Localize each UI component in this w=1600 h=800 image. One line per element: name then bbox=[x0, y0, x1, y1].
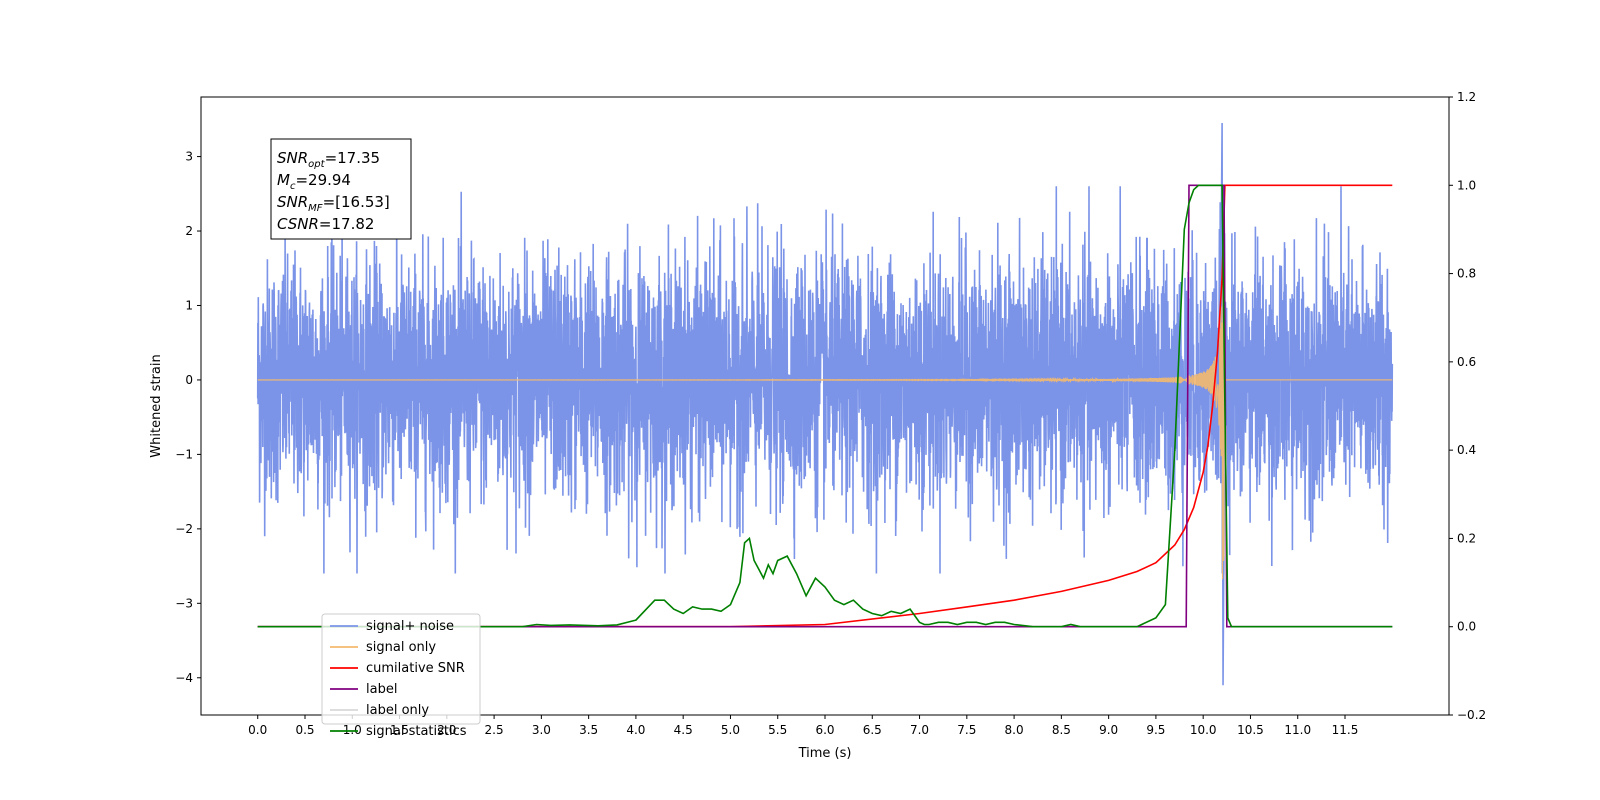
series-line-signal-statistics bbox=[257, 184, 1393, 628]
y-right-tick-label: 1.0 bbox=[1457, 178, 1476, 192]
x-tick-label: 9.5 bbox=[1146, 723, 1165, 737]
x-tick-label: 3.5 bbox=[579, 723, 598, 737]
y-right-tick-label: 1.2 bbox=[1457, 90, 1476, 104]
x-tick-label: 0.0 bbox=[248, 723, 267, 737]
x-tick-label: 1.0 bbox=[343, 723, 362, 737]
legend: signal+ noise signal only cumilative SNR la… bbox=[321, 613, 481, 739]
x-tick-label: 6.0 bbox=[815, 723, 834, 737]
x-tick-label: 5.5 bbox=[768, 723, 787, 737]
x-tick-label: 10.5 bbox=[1237, 723, 1264, 737]
annotation-frame bbox=[270, 138, 412, 240]
series-line-signal-only bbox=[257, 267, 1393, 580]
x-axis: 0.0 0.5 1.0 1.5 2.0 2.5 3.0 3.5 4.0 4.5 5.0 5.5 6.0 6… bbox=[248, 715, 1358, 737]
y-tick-label: 2 bbox=[185, 224, 193, 238]
x-tick-label: 9.0 bbox=[1099, 723, 1118, 737]
x-tick-label: 11.5 bbox=[1332, 723, 1359, 737]
y-axis-label: Whitened strain bbox=[149, 354, 164, 457]
annotation-line: SNRMF=[16.53] bbox=[277, 193, 390, 214]
x-tick-label: 8.5 bbox=[1052, 723, 1071, 737]
x-tick-label: 2.5 bbox=[485, 723, 504, 737]
x-tick-label: 7.0 bbox=[910, 723, 929, 737]
legend-label: signal statistics bbox=[366, 724, 467, 739]
plot-layer bbox=[256, 123, 1394, 686]
legend-frame bbox=[321, 613, 481, 725]
x-tick-label: 1.5 bbox=[390, 723, 409, 737]
y-tick-label: 1 bbox=[185, 298, 193, 312]
legend-label: cumilative SNR bbox=[366, 661, 465, 676]
y-right-tick-label: 0.6 bbox=[1457, 355, 1476, 369]
x-tick-label: 0.5 bbox=[295, 723, 314, 737]
x-tick-label: 10.0 bbox=[1190, 723, 1217, 737]
x-tick-label: 2.0 bbox=[437, 723, 456, 737]
x-tick-label: 11.0 bbox=[1284, 723, 1311, 737]
y-right-tick-label: 0.8 bbox=[1457, 267, 1476, 281]
y-tick-label: −2 bbox=[175, 522, 193, 536]
x-tick-label: 5.0 bbox=[721, 723, 740, 737]
y-right-tick-label: 0.0 bbox=[1457, 620, 1476, 634]
annotation-line: CSNR=17.82 bbox=[277, 215, 374, 233]
series-line-cumulative-snr bbox=[257, 184, 1393, 628]
y-axis-left: 3 2 1 0 −1 −2 −3 −4 bbox=[175, 150, 201, 685]
series-line-signal-noise bbox=[256, 185, 1394, 575]
legend-label: label bbox=[366, 682, 397, 697]
legend-label: label only bbox=[366, 703, 429, 718]
x-tick-label: 4.5 bbox=[674, 723, 693, 737]
y-right-tick-label: −0.2 bbox=[1457, 708, 1486, 722]
annotation-line: SNRopt=17.35 bbox=[277, 149, 380, 170]
legend-label: signal+ noise bbox=[366, 619, 454, 634]
y-tick-label: 3 bbox=[185, 150, 193, 164]
x-tick-label: 3.0 bbox=[532, 723, 551, 737]
annotation-line: Mc=29.94 bbox=[277, 171, 351, 192]
y-tick-label: −4 bbox=[175, 671, 193, 685]
y-right-tick-label: 0.4 bbox=[1457, 443, 1476, 457]
x-tick-label: 7.5 bbox=[957, 723, 976, 737]
x-tick-label: 4.0 bbox=[626, 723, 645, 737]
y-tick-label: −1 bbox=[175, 447, 193, 461]
y-axis-right: 1.2 1.0 0.8 0.6 0.4 0.2 0.0 −0.2 bbox=[1449, 90, 1486, 722]
x-tick-label: 8.0 bbox=[1005, 723, 1024, 737]
x-axis-label: Time (s) bbox=[798, 746, 852, 761]
x-tick-label: 6.5 bbox=[863, 723, 882, 737]
y-right-tick-label: 0.2 bbox=[1457, 531, 1476, 545]
legend-label: signal only bbox=[366, 640, 436, 655]
y-tick-label: −3 bbox=[175, 596, 193, 610]
y-tick-label: 0 bbox=[185, 373, 193, 387]
annotation-box: SNRopt=17.35Mc=29.94SNRMF=[16.53]CSNR=17… bbox=[270, 138, 412, 240]
